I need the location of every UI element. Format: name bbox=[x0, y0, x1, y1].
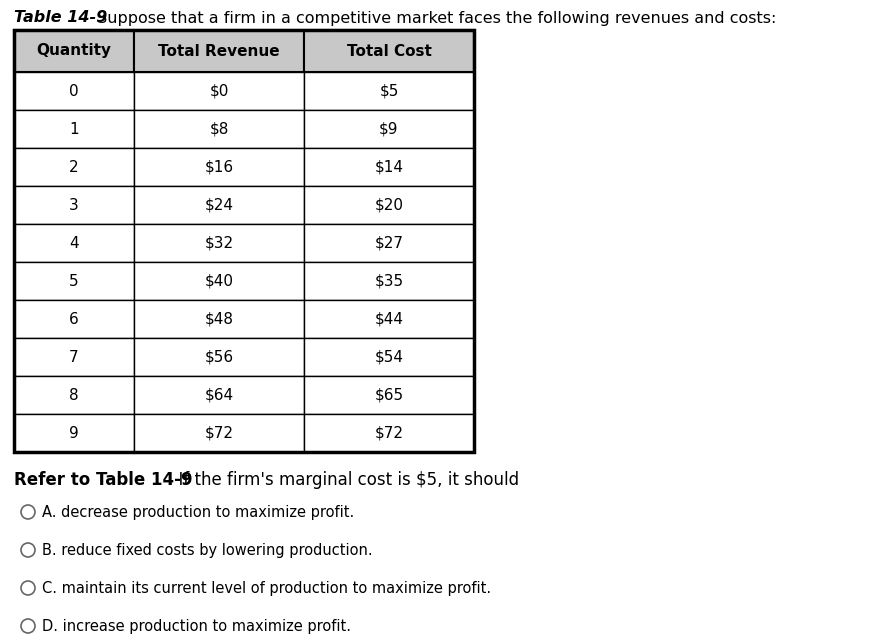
Bar bbox=[14, 148, 134, 186]
Text: 0: 0 bbox=[69, 83, 79, 98]
Bar bbox=[14, 262, 134, 300]
Bar bbox=[14, 338, 134, 376]
Text: $72: $72 bbox=[204, 426, 233, 440]
Text: $9: $9 bbox=[379, 121, 399, 137]
Bar bbox=[134, 262, 304, 300]
Text: 2: 2 bbox=[69, 159, 79, 175]
Text: 7: 7 bbox=[69, 349, 79, 365]
Text: $0: $0 bbox=[210, 83, 229, 98]
Bar bbox=[14, 30, 474, 452]
Bar bbox=[304, 414, 474, 452]
Bar bbox=[134, 30, 304, 72]
Text: $72: $72 bbox=[375, 426, 403, 440]
Bar bbox=[14, 30, 134, 72]
Bar bbox=[304, 300, 474, 338]
Text: $24: $24 bbox=[204, 198, 233, 213]
Text: . If the firm's marginal cost is $5, it should: . If the firm's marginal cost is $5, it … bbox=[168, 471, 519, 489]
Bar bbox=[134, 376, 304, 414]
Text: $35: $35 bbox=[375, 273, 404, 288]
Bar bbox=[134, 224, 304, 262]
Text: $32: $32 bbox=[204, 236, 233, 250]
Bar bbox=[134, 338, 304, 376]
Text: Total Cost: Total Cost bbox=[347, 44, 431, 58]
Text: Suppose that a firm in a competitive market faces the following revenues and cos: Suppose that a firm in a competitive mar… bbox=[92, 10, 776, 26]
Text: $65: $65 bbox=[375, 388, 404, 403]
Text: $44: $44 bbox=[375, 311, 403, 327]
Text: Table 14-9: Table 14-9 bbox=[14, 10, 107, 26]
Bar bbox=[304, 30, 474, 72]
Bar bbox=[134, 300, 304, 338]
Bar bbox=[304, 72, 474, 110]
Bar bbox=[304, 186, 474, 224]
Text: $64: $64 bbox=[204, 388, 233, 403]
Bar bbox=[14, 72, 134, 110]
Text: A. decrease production to maximize profit.: A. decrease production to maximize profi… bbox=[42, 505, 354, 519]
Text: 4: 4 bbox=[69, 236, 79, 250]
Bar bbox=[134, 414, 304, 452]
Bar bbox=[14, 300, 134, 338]
Bar bbox=[14, 414, 134, 452]
Text: $40: $40 bbox=[204, 273, 233, 288]
Bar bbox=[304, 224, 474, 262]
Bar bbox=[134, 110, 304, 148]
Text: 9: 9 bbox=[69, 426, 79, 440]
Text: 6: 6 bbox=[69, 311, 79, 327]
Text: $5: $5 bbox=[379, 83, 399, 98]
Bar bbox=[304, 338, 474, 376]
Text: $16: $16 bbox=[204, 159, 233, 175]
Text: 5: 5 bbox=[69, 273, 79, 288]
Bar bbox=[134, 186, 304, 224]
Text: Refer to Table 14-9: Refer to Table 14-9 bbox=[14, 471, 193, 489]
Text: 3: 3 bbox=[69, 198, 79, 213]
Text: C. maintain its current level of production to maximize profit.: C. maintain its current level of product… bbox=[42, 580, 492, 596]
Bar bbox=[304, 110, 474, 148]
Text: $14: $14 bbox=[375, 159, 403, 175]
Text: 8: 8 bbox=[69, 388, 79, 403]
Text: $20: $20 bbox=[375, 198, 403, 213]
Text: $54: $54 bbox=[375, 349, 403, 365]
Bar bbox=[134, 72, 304, 110]
Text: $48: $48 bbox=[204, 311, 233, 327]
Bar bbox=[304, 148, 474, 186]
Text: B. reduce fixed costs by lowering production.: B. reduce fixed costs by lowering produc… bbox=[42, 542, 373, 557]
Text: 1: 1 bbox=[69, 121, 79, 137]
Text: D. increase production to maximize profit.: D. increase production to maximize profi… bbox=[42, 618, 351, 634]
Text: Total Revenue: Total Revenue bbox=[158, 44, 280, 58]
Bar bbox=[14, 186, 134, 224]
Text: $56: $56 bbox=[204, 349, 233, 365]
Text: Quantity: Quantity bbox=[36, 44, 111, 58]
Bar bbox=[304, 376, 474, 414]
Bar bbox=[14, 224, 134, 262]
Bar bbox=[14, 376, 134, 414]
Text: $27: $27 bbox=[375, 236, 403, 250]
Text: $8: $8 bbox=[210, 121, 229, 137]
Bar bbox=[304, 262, 474, 300]
Bar bbox=[14, 110, 134, 148]
Bar bbox=[134, 148, 304, 186]
